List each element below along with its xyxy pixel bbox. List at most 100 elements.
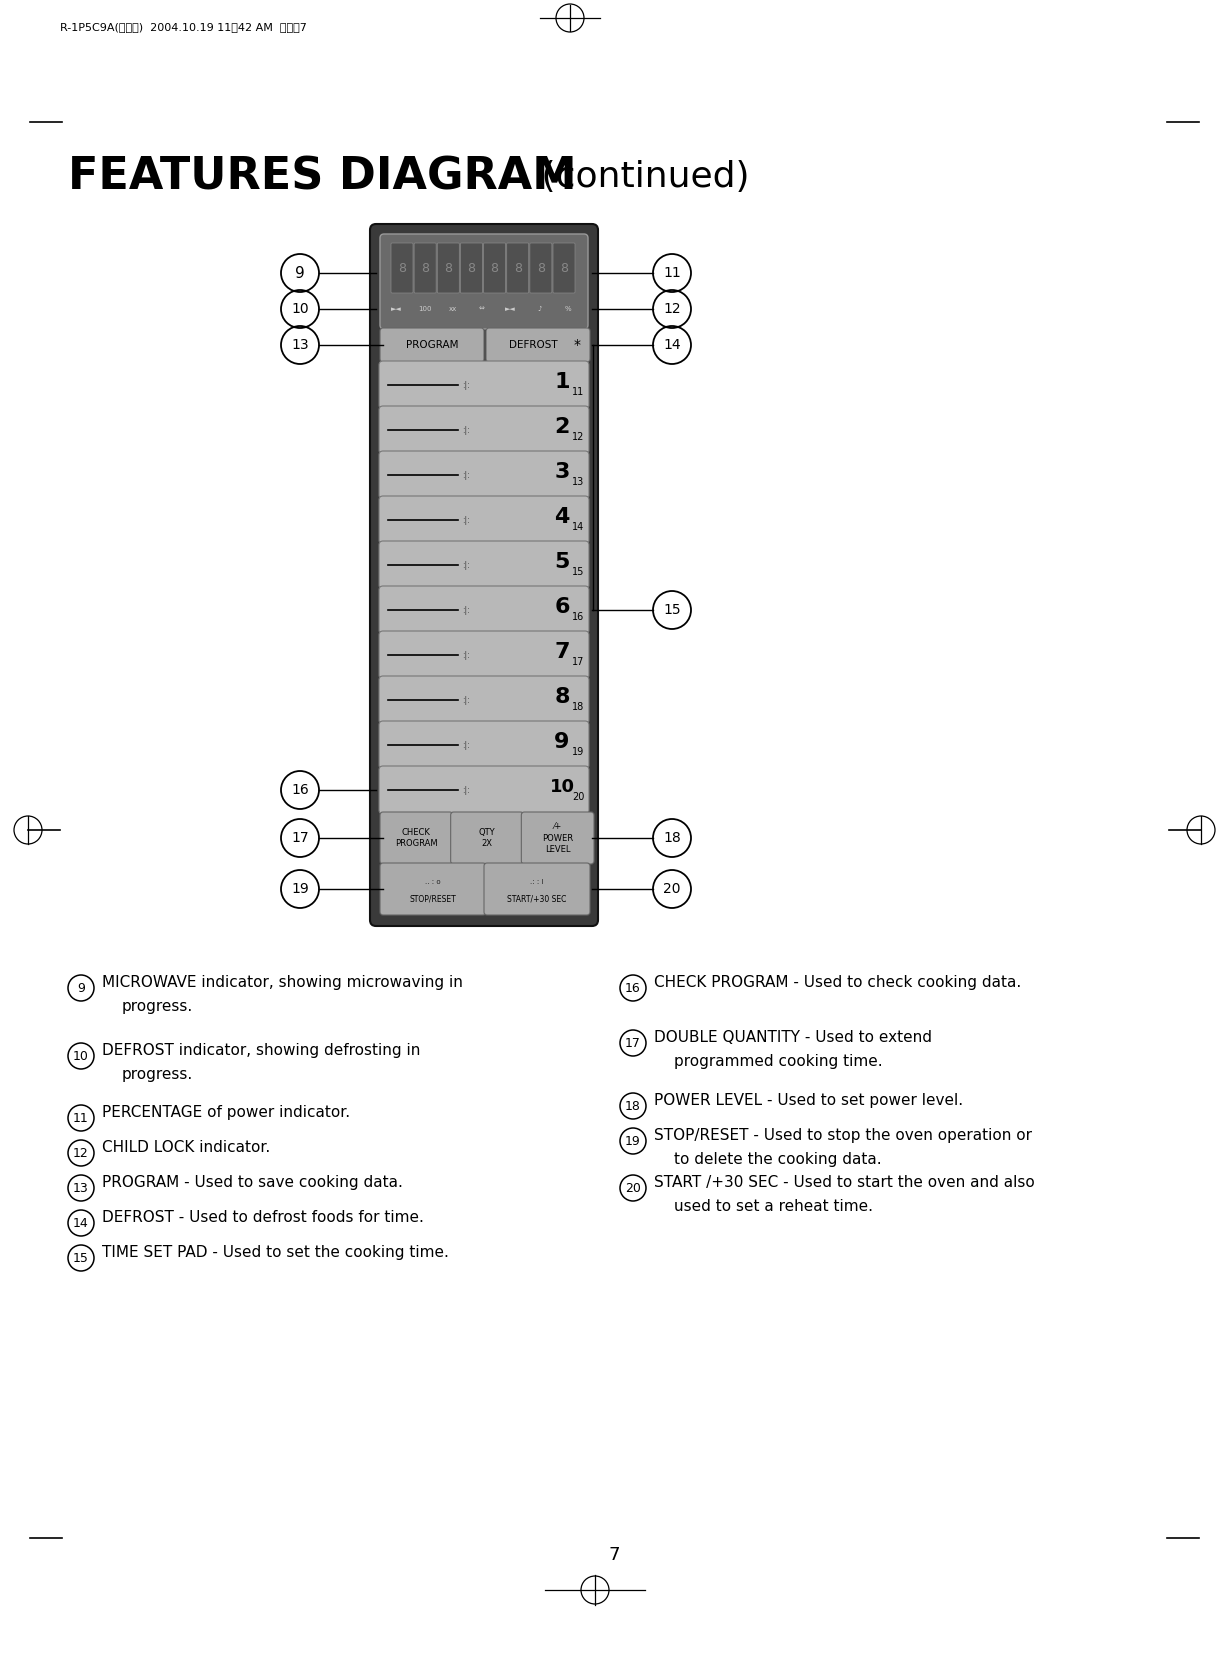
Text: 6: 6 — [554, 598, 570, 618]
Text: *: * — [574, 339, 580, 352]
Text: 9: 9 — [295, 266, 305, 281]
Text: :|:: :|: — [462, 606, 469, 614]
FancyBboxPatch shape — [391, 242, 413, 294]
FancyBboxPatch shape — [379, 720, 589, 769]
Text: 20: 20 — [571, 792, 584, 802]
Text: ⇔: ⇔ — [479, 305, 485, 312]
FancyBboxPatch shape — [484, 863, 590, 915]
Text: 17: 17 — [571, 657, 584, 667]
Text: :|:: :|: — [462, 516, 469, 525]
FancyBboxPatch shape — [414, 242, 436, 294]
Text: programmed cooking time.: programmed cooking time. — [673, 1054, 882, 1069]
Text: 1: 1 — [554, 372, 570, 392]
Text: 12: 12 — [571, 432, 584, 442]
Text: 18: 18 — [664, 832, 681, 845]
Text: 7: 7 — [608, 1545, 619, 1564]
Text: PROGRAM - Used to save cooking data.: PROGRAM - Used to save cooking data. — [102, 1175, 403, 1190]
Text: 18: 18 — [571, 702, 584, 712]
Text: 10: 10 — [549, 779, 574, 797]
Text: :|:: :|: — [462, 561, 469, 569]
FancyBboxPatch shape — [485, 329, 590, 362]
Text: .: : l: .: : l — [530, 880, 543, 885]
FancyBboxPatch shape — [521, 812, 594, 863]
Text: 8: 8 — [537, 262, 544, 274]
Text: ⁄+
POWER
LEVEL: ⁄+ POWER LEVEL — [542, 822, 573, 853]
Text: progress.: progress. — [122, 999, 193, 1014]
FancyBboxPatch shape — [370, 224, 599, 926]
Text: 8: 8 — [514, 262, 522, 274]
Text: 15: 15 — [571, 568, 584, 578]
Text: 4: 4 — [554, 506, 570, 526]
FancyBboxPatch shape — [380, 234, 587, 329]
Text: CHECK
PROGRAM: CHECK PROGRAM — [395, 828, 438, 848]
Text: POWER LEVEL - Used to set power level.: POWER LEVEL - Used to set power level. — [654, 1092, 964, 1107]
Text: 20: 20 — [664, 881, 681, 896]
Text: 8: 8 — [554, 687, 570, 707]
Text: xx: xx — [450, 305, 457, 312]
Text: QTY
2X: QTY 2X — [478, 828, 495, 848]
Text: START/+30 SEC: START/+30 SEC — [508, 895, 567, 903]
Text: CHILD LOCK indicator.: CHILD LOCK indicator. — [102, 1140, 270, 1155]
Text: STOP/RESET: STOP/RESET — [409, 895, 456, 903]
Text: 7: 7 — [554, 642, 570, 662]
Text: TIME SET PAD - Used to set the cooking time.: TIME SET PAD - Used to set the cooking t… — [102, 1245, 449, 1260]
Text: DEFROST: DEFROST — [509, 340, 557, 350]
FancyBboxPatch shape — [379, 496, 589, 544]
FancyBboxPatch shape — [483, 242, 505, 294]
Text: :|:: :|: — [462, 785, 469, 795]
FancyBboxPatch shape — [379, 452, 589, 500]
Text: MICROWAVE indicator, showing microwaving in: MICROWAVE indicator, showing microwaving… — [102, 974, 463, 989]
Text: 10: 10 — [73, 1049, 88, 1062]
FancyBboxPatch shape — [451, 812, 524, 863]
Text: 11: 11 — [664, 266, 681, 281]
Text: :|:: :|: — [462, 425, 469, 435]
FancyBboxPatch shape — [553, 242, 575, 294]
Text: used to set a reheat time.: used to set a reheat time. — [673, 1199, 873, 1213]
Text: 14: 14 — [664, 339, 681, 352]
FancyBboxPatch shape — [380, 863, 485, 915]
Text: :|:: :|: — [462, 470, 469, 480]
Text: progress.: progress. — [122, 1067, 193, 1082]
Text: (continued): (continued) — [530, 159, 750, 194]
Text: 19: 19 — [626, 1134, 640, 1147]
Text: 9: 9 — [554, 732, 570, 752]
Text: %: % — [564, 305, 571, 312]
Text: 10: 10 — [291, 302, 308, 315]
Text: CHECK PROGRAM - Used to check cooking data.: CHECK PROGRAM - Used to check cooking da… — [654, 974, 1021, 989]
Text: 9: 9 — [77, 981, 85, 994]
Text: 16: 16 — [626, 981, 640, 994]
FancyBboxPatch shape — [379, 586, 589, 634]
Text: 14: 14 — [73, 1217, 88, 1230]
Text: ♪: ♪ — [537, 305, 542, 312]
Text: ►◄: ►◄ — [505, 305, 516, 312]
Text: :|:: :|: — [462, 651, 469, 659]
Text: 8: 8 — [560, 262, 568, 274]
Text: 18: 18 — [626, 1099, 642, 1112]
Text: 100: 100 — [418, 305, 431, 312]
FancyBboxPatch shape — [379, 631, 589, 679]
Text: 5: 5 — [554, 553, 570, 573]
FancyBboxPatch shape — [379, 541, 589, 589]
Text: 2: 2 — [554, 417, 570, 437]
Text: PROGRAM: PROGRAM — [406, 340, 458, 350]
FancyBboxPatch shape — [380, 812, 452, 863]
Text: 15: 15 — [73, 1252, 88, 1265]
Text: 20: 20 — [626, 1182, 642, 1195]
Text: DEFROST - Used to defrost foods for time.: DEFROST - Used to defrost foods for time… — [102, 1210, 424, 1225]
Text: 13: 13 — [291, 339, 308, 352]
Text: 12: 12 — [664, 302, 681, 315]
Text: FEATURES DIAGRAM: FEATURES DIAGRAM — [68, 154, 576, 198]
Text: 15: 15 — [664, 603, 681, 618]
Text: :|:: :|: — [462, 696, 469, 704]
Text: 17: 17 — [291, 832, 308, 845]
Text: 16: 16 — [571, 613, 584, 622]
Text: 8: 8 — [422, 262, 429, 274]
Text: DEFROST indicator, showing defrosting in: DEFROST indicator, showing defrosting in — [102, 1042, 420, 1057]
FancyBboxPatch shape — [379, 676, 589, 724]
Text: 19: 19 — [571, 747, 584, 757]
Text: .. : o: .. : o — [425, 880, 441, 885]
Text: 11: 11 — [571, 387, 584, 397]
FancyBboxPatch shape — [461, 242, 483, 294]
Text: 13: 13 — [571, 476, 584, 486]
FancyBboxPatch shape — [379, 360, 589, 408]
